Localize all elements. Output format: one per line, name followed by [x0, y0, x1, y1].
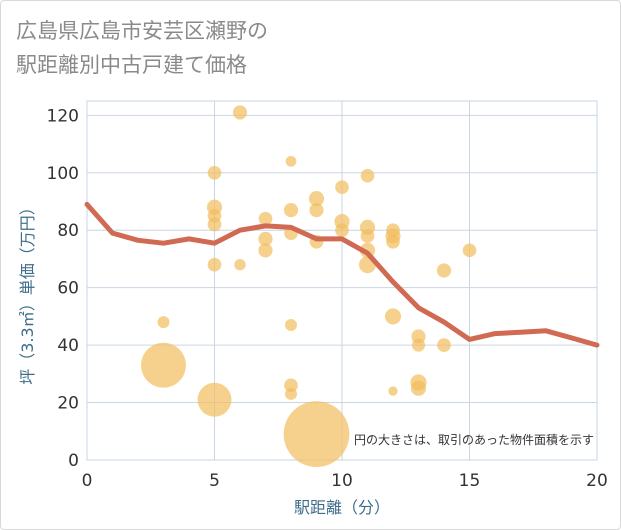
x-tick-label: 10 — [331, 471, 353, 491]
x-tick-label: 5 — [209, 471, 220, 491]
bubble-point — [360, 168, 375, 183]
y-tick-label: 40 — [57, 336, 79, 356]
bubble-point — [309, 203, 324, 218]
title-line-2: 駅距離別中古戸建て価格 — [16, 53, 247, 77]
chart-title: 広島県広島市安芸区瀬野の 駅距離別中古戸建て価格 — [16, 14, 268, 82]
bubble-point — [258, 211, 273, 226]
bubble-point — [207, 165, 222, 180]
bubble-point — [234, 259, 246, 271]
bubble-point — [308, 191, 325, 207]
bubble-point — [388, 386, 398, 396]
bubble-point — [335, 180, 349, 195]
bubble-point — [285, 387, 297, 400]
bubble-point — [285, 319, 297, 332]
bubble-point — [285, 155, 297, 167]
x-axis-title: 駅距離（分） — [294, 498, 390, 517]
y-tick-label: 120 — [47, 106, 79, 126]
trend-line — [84, 201, 600, 348]
size-note: 円の大きさは、取引のあった物件面積を示す — [354, 432, 594, 447]
bubble-series — [141, 105, 477, 468]
bubble-point — [436, 263, 452, 278]
bubble-point — [283, 203, 299, 218]
bubble-point — [207, 257, 222, 272]
y-tick-label: 20 — [57, 394, 79, 414]
bubble-point — [384, 308, 402, 325]
axis-ticks: 0 5 10 15 20 0 20 40 60 80 100 120 — [47, 106, 608, 491]
bubble-point — [197, 382, 232, 417]
bubble-point — [283, 401, 350, 468]
grid-lines — [86, 100, 598, 461]
y-axis-title: 坪（3.3㎡）単価（万円） — [18, 199, 37, 384]
y-tick-label: 60 — [57, 279, 79, 299]
bubble-point — [386, 223, 400, 238]
bubble-point — [284, 378, 298, 393]
bubble-point — [462, 243, 477, 258]
bubble-point — [386, 234, 400, 249]
x-tick-label: 15 — [459, 471, 481, 491]
x-tick-label: 20 — [586, 471, 608, 491]
bubble-point — [207, 217, 222, 232]
bubble-point — [232, 105, 248, 120]
bubble-point — [335, 223, 349, 238]
x-tick-label: 0 — [82, 471, 93, 491]
title-line-1: 広島県広島市安芸区瀬野の — [16, 19, 268, 43]
bubble-point — [258, 243, 273, 258]
bubble-point — [141, 342, 186, 388]
bubble-point — [258, 231, 273, 246]
bubble-point — [360, 229, 375, 243]
bubble-point — [437, 338, 451, 352]
bubble-point — [411, 338, 426, 352]
bubble-point — [157, 316, 170, 329]
y-tick-label: 80 — [57, 221, 79, 241]
y-tick-label: 0 — [68, 451, 79, 471]
y-tick-label: 100 — [47, 164, 79, 184]
bubble-point — [410, 380, 427, 396]
